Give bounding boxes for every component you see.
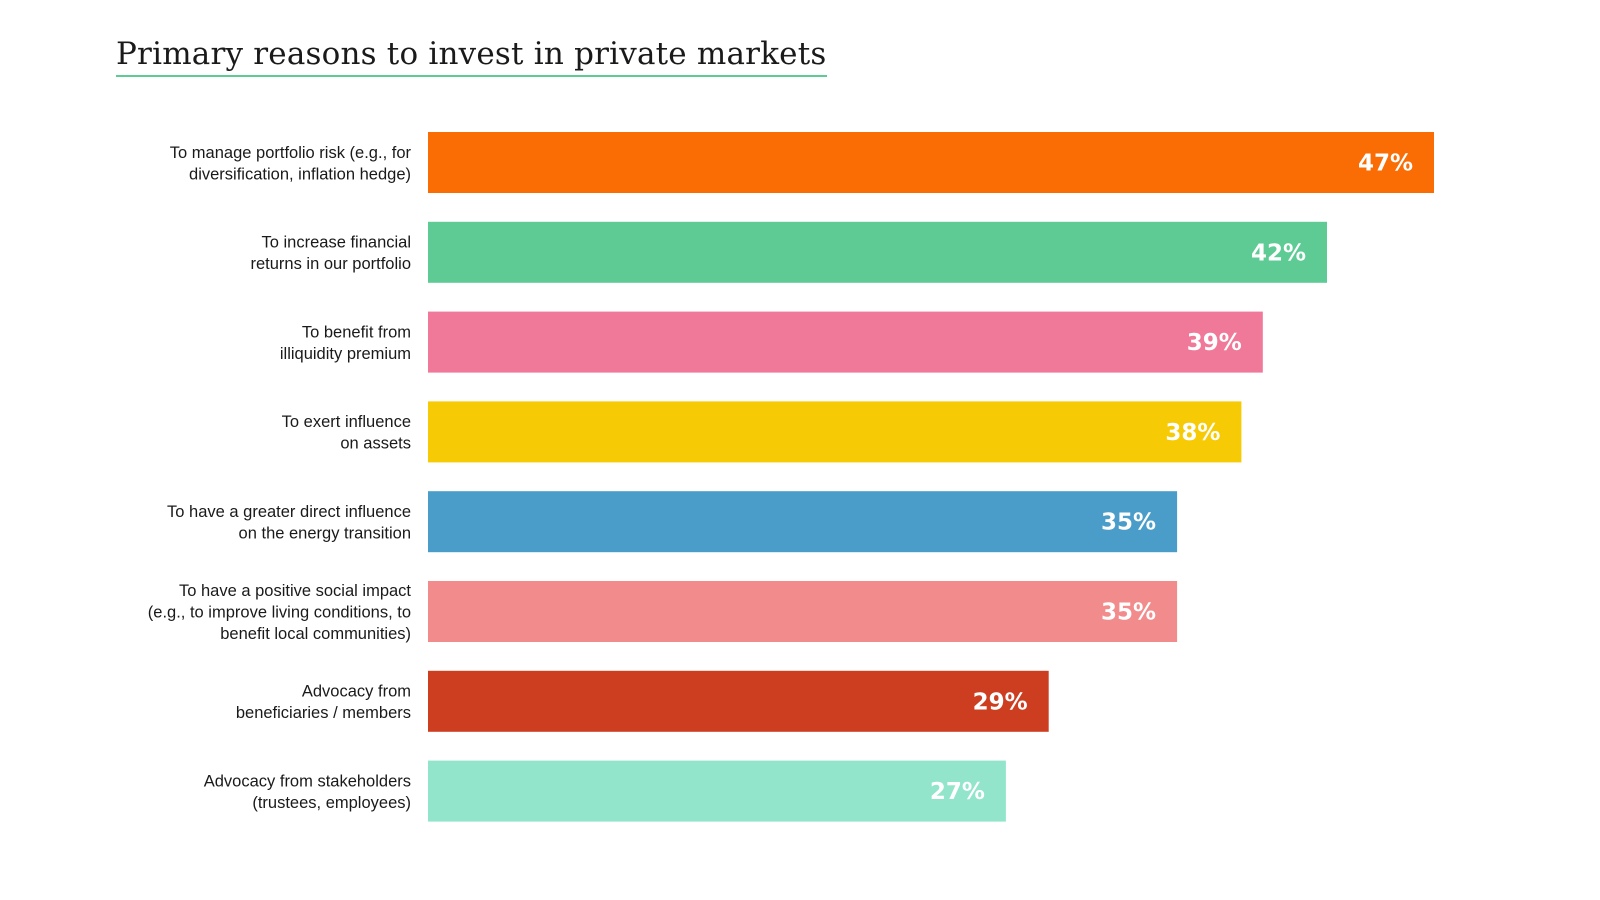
value-label-5: 35% [1101, 510, 1156, 536]
bar-7 [428, 670, 1049, 732]
category-label-2: To increase financial returns in our port… [251, 234, 412, 274]
category-label-line: To exert influence [282, 413, 411, 431]
category-label-line: (trustees, employees) [252, 794, 411, 812]
category-label-line: returns in our portfolio [251, 255, 412, 273]
category-label-line: To have a positive social impact [179, 582, 411, 600]
category-label-line: To manage portfolio risk (e.g., for [170, 144, 412, 162]
category-label-line: (e.g., to improve living conditions, to [148, 604, 411, 622]
value-labels-group: 47% 42% 39% 38% 35% 35% 29% 27% [930, 151, 1413, 806]
value-label-4: 38% [1165, 420, 1220, 446]
category-label-3: To benefit from illiquidity premium [280, 323, 411, 363]
category-label-line: illiquidity premium [280, 345, 411, 363]
category-label-line: Advocacy from [302, 683, 411, 701]
bar-4 [428, 401, 1242, 463]
category-label-line: on assets [340, 435, 411, 453]
category-label-4: To exert influence on assets [282, 413, 411, 453]
bar-6 [428, 581, 1178, 642]
value-label-1: 47% [1358, 151, 1413, 177]
category-label-5: To have a greater direct influence on the… [167, 503, 411, 543]
category-label-line: benefit local communities) [220, 625, 411, 643]
bars-group [428, 132, 1434, 822]
value-label-7: 29% [973, 689, 1028, 715]
value-label-8: 27% [930, 779, 985, 805]
bar-5 [428, 491, 1178, 553]
category-label-line: To increase financial [262, 234, 412, 252]
category-label-line: beneficiaries / members [236, 704, 411, 722]
bar-2 [428, 221, 1327, 283]
category-labels-group: To manage portfolio risk (e.g., for diver… [148, 144, 412, 812]
category-label-8: Advocacy from stakeholders (trustees, emp… [204, 772, 411, 812]
bar-1 [428, 132, 1434, 193]
category-label-line: on the energy transition [239, 525, 411, 543]
value-label-6: 35% [1101, 600, 1156, 626]
category-label-line: Advocacy from stakeholders [204, 772, 411, 790]
value-label-3: 39% [1187, 330, 1242, 356]
value-label-2: 42% [1251, 240, 1306, 266]
category-label-line: To benefit from [302, 323, 411, 341]
category-label-1: To manage portfolio risk (e.g., for diver… [170, 144, 412, 184]
category-label-line: To have a greater direct influence [167, 503, 411, 521]
bar-8 [428, 760, 1006, 822]
category-label-6: To have a positive social impact (e.g., t… [148, 582, 412, 643]
category-label-7: Advocacy from beneficiaries / members [236, 683, 411, 723]
category-label-line: diversification, inflation hedge) [189, 165, 411, 183]
bar-3 [428, 311, 1263, 373]
chart-title: Primary reasons to invest in private mar… [116, 34, 827, 77]
